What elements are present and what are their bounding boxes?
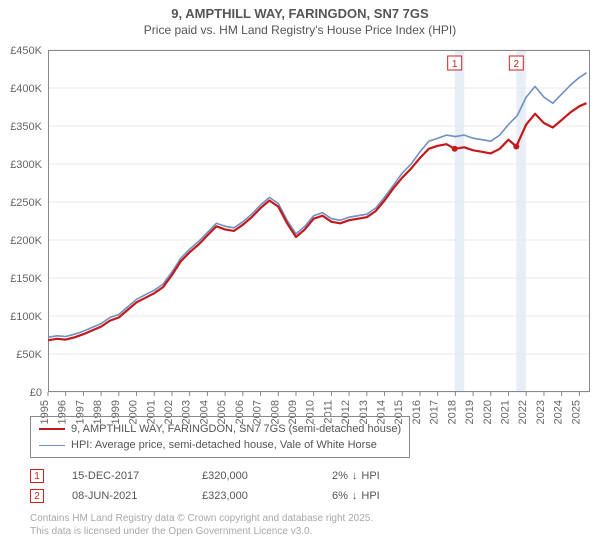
- sale-marker-box: 1: [30, 469, 44, 483]
- legend-label: HPI: Average price, semi-detached house,…: [71, 439, 377, 451]
- legend-swatch-blue: [39, 445, 65, 446]
- svg-text:£300K: £300K: [10, 159, 42, 171]
- down-arrow-icon: ↓: [352, 490, 358, 502]
- sale-pct: 2%: [332, 470, 348, 482]
- sale-price: £323,000: [202, 490, 332, 502]
- chart-title-line2: Price paid vs. HM Land Registry's House …: [0, 23, 600, 37]
- sale-row: 2 08-JUN-2021 £323,000 6% ↓ HPI: [30, 486, 586, 506]
- svg-text:£100K: £100K: [10, 311, 42, 323]
- svg-text:£450K: £450K: [10, 45, 42, 57]
- line-chart: £0£50K£100K£150K£200K£250K£300K£350K£400…: [48, 50, 590, 392]
- svg-text:£0: £0: [30, 387, 42, 399]
- svg-text:£200K: £200K: [10, 235, 42, 247]
- sale-date: 08-JUN-2021: [72, 490, 202, 502]
- sale-rel-label: HPI: [361, 470, 379, 482]
- sale-marker-box: 2: [30, 489, 44, 503]
- svg-text:£50K: £50K: [16, 349, 42, 361]
- legend-swatch-red: [39, 428, 65, 430]
- sale-row: 1 15-DEC-2017 £320,000 2% ↓ HPI: [30, 466, 586, 486]
- sale-price: £320,000: [202, 470, 332, 482]
- legend: 9, AMPTHILL WAY, FARINGDON, SN7 7GS (sem…: [30, 416, 410, 458]
- down-arrow-icon: ↓: [352, 470, 358, 482]
- svg-text:2: 2: [514, 59, 520, 70]
- legend-item-price-paid: 9, AMPTHILL WAY, FARINGDON, SN7 7GS (sem…: [39, 421, 401, 437]
- footer-line2: This data is licensed under the Open Gov…: [30, 525, 586, 538]
- sale-rel-label: HPI: [361, 490, 379, 502]
- svg-text:£250K: £250K: [10, 197, 42, 209]
- chart-area: £0£50K£100K£150K£200K£250K£300K£350K£400…: [48, 50, 590, 392]
- sales-table: 1 15-DEC-2017 £320,000 2% ↓ HPI 2 08-JUN…: [30, 466, 586, 506]
- footer-attribution: Contains HM Land Registry data © Crown c…: [30, 512, 586, 538]
- svg-text:£350K: £350K: [10, 121, 42, 133]
- sale-date: 15-DEC-2017: [72, 470, 202, 482]
- svg-text:£150K: £150K: [10, 273, 42, 285]
- svg-text:£400K: £400K: [10, 83, 42, 95]
- footer-line1: Contains HM Land Registry data © Crown c…: [30, 512, 586, 525]
- sale-pct-vs-hpi: 2% ↓ HPI: [332, 470, 452, 482]
- svg-text:1: 1: [452, 59, 458, 70]
- sale-pct: 6%: [332, 490, 348, 502]
- legend-label: 9, AMPTHILL WAY, FARINGDON, SN7 7GS (sem…: [71, 423, 401, 435]
- chart-title-line1: 9, AMPTHILL WAY, FARINGDON, SN7 7GS: [0, 6, 600, 21]
- sale-pct-vs-hpi: 6% ↓ HPI: [332, 490, 452, 502]
- legend-item-hpi: HPI: Average price, semi-detached house,…: [39, 437, 401, 453]
